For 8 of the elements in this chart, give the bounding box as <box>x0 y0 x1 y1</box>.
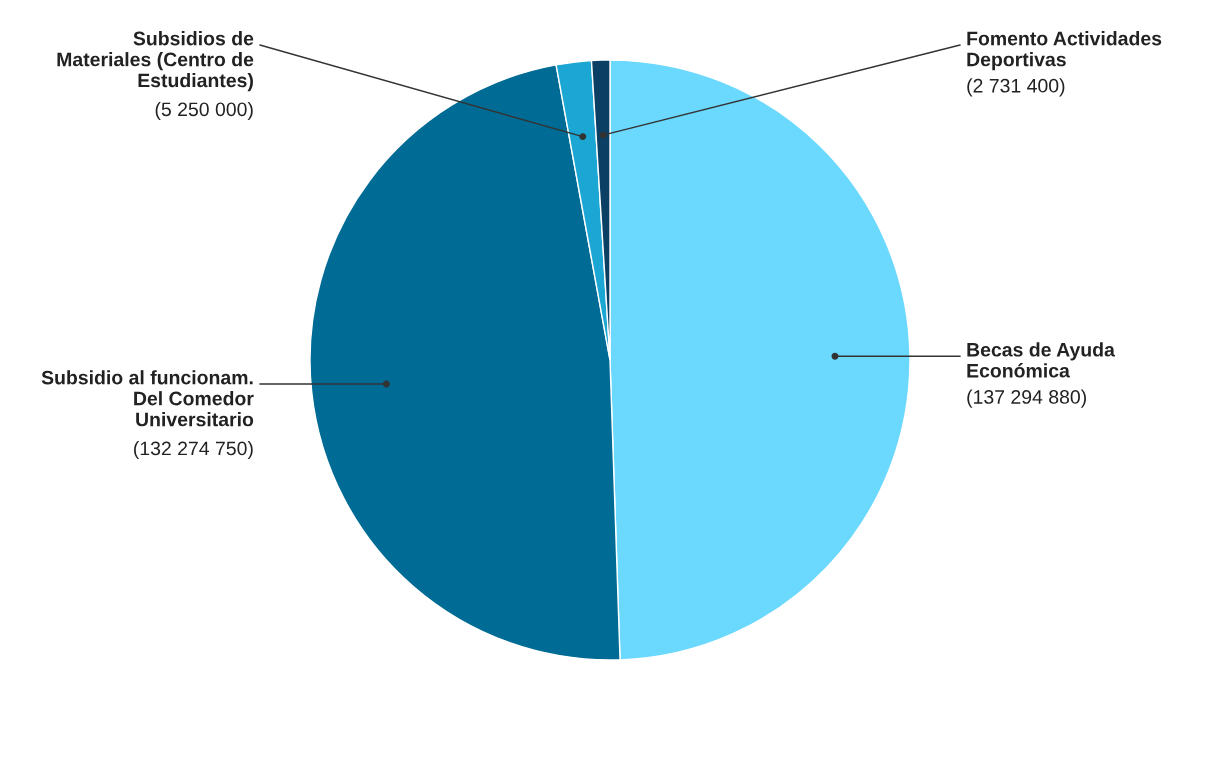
data-label: (2 731 400) <box>967 78 1065 97</box>
slice-label: Subsidio al funcionam. Del Comedor Universitario <box>41 370 254 427</box>
slice-label: Subsidios de Materiales (Centro de Estudiantes) <box>57 31 254 92</box>
data-label: (137 294 880) <box>967 389 1086 408</box>
data-label: (5 250 000) <box>155 101 253 121</box>
slice-label: Becas de Ayuda Económica <box>967 342 1115 378</box>
slice-label: Fomento Actividades Deportivas <box>967 31 1162 71</box>
data-label: (132 274 750) <box>134 441 253 460</box>
